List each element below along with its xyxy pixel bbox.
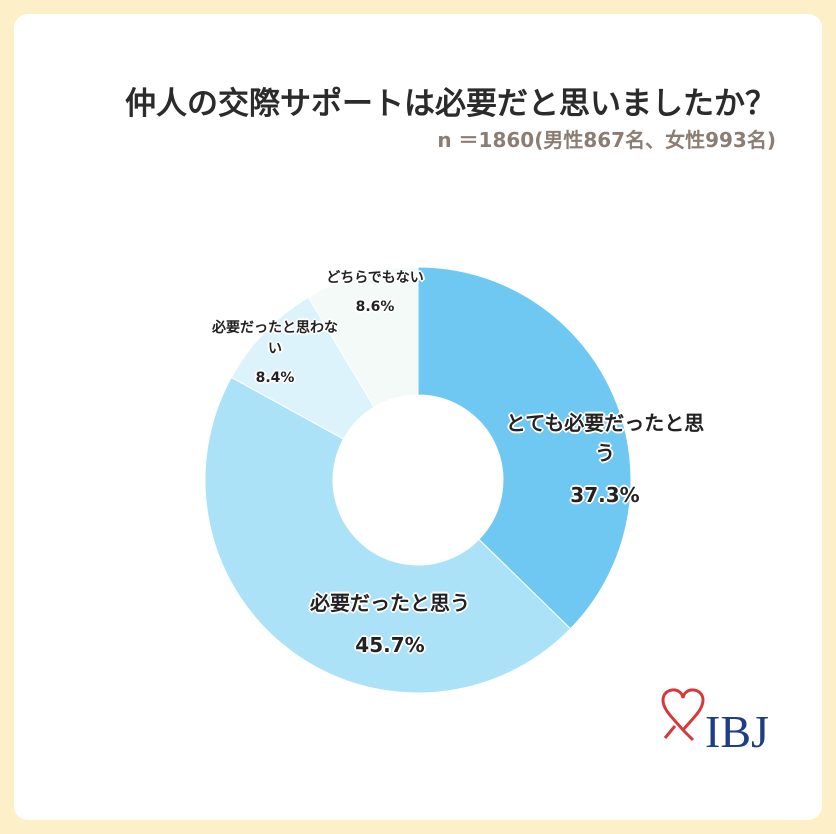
donut-slice (204, 376, 572, 694)
donut-slice (417, 266, 632, 630)
slice-label: 必要だったと思う 45.7% (285, 588, 495, 660)
logo-heart (661, 688, 705, 742)
slice-label: とても必要だったと思う 37.3% (505, 408, 705, 510)
slice-label: 必要だったと思わない 8.4% (210, 318, 340, 389)
donut-slice (307, 266, 419, 408)
category-label: 必要だったと思う (310, 591, 470, 615)
value-label: 8.6% (355, 299, 395, 316)
value-label: 8.4% (255, 370, 295, 387)
category-label: どちらでもない (326, 270, 424, 286)
category-label: 必要だったと思わない (212, 320, 338, 357)
chart-title: 仲人の交際サポートは必要だと思いましたか？ (125, 86, 776, 122)
logo: IBJ (705, 706, 769, 757)
category-label: とても必要だったと思う (505, 411, 705, 465)
slice-label: どちらでもない 8.6% (320, 268, 430, 318)
value-label: 45.7% (355, 633, 425, 657)
chart-subtitle: n ＝1860(男性867名、女性993名) (437, 128, 776, 152)
value-label: 37.3% (570, 483, 640, 507)
